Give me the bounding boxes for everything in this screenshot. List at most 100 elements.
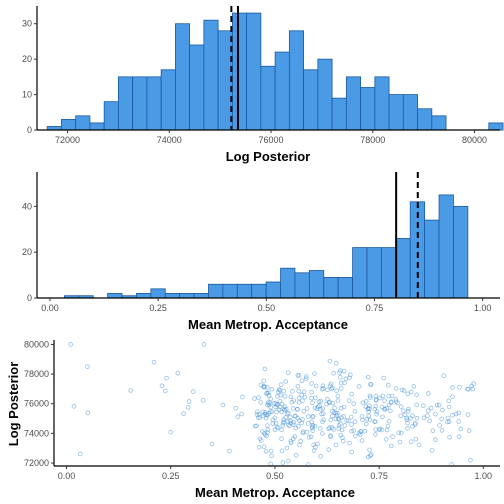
scatter-point — [258, 400, 264, 405]
scatter-point — [305, 421, 311, 426]
scatter-point — [397, 439, 403, 445]
scatter-point — [368, 382, 374, 387]
scatter-point — [290, 436, 296, 442]
histogram-bar — [89, 122, 105, 131]
histogram-bar — [402, 94, 418, 131]
p2-x-ticks: 0.00 0.25 0.50 0.75 1.00 — [41, 298, 491, 313]
scatter-point — [305, 414, 311, 419]
scatter-point — [309, 389, 314, 395]
scatter-point — [275, 389, 281, 395]
scatter-point — [275, 401, 281, 407]
histogram-bar — [174, 23, 191, 131]
scatter-point — [363, 399, 369, 404]
histogram-bar — [107, 293, 123, 299]
scatter-point — [337, 370, 342, 375]
scatter-point — [458, 426, 464, 432]
y-tick-label: 30 — [22, 19, 32, 29]
scatter-point — [447, 434, 452, 440]
scatter-point — [71, 404, 77, 409]
scatter-point — [293, 413, 298, 419]
scatter-point — [380, 414, 385, 420]
histogram-bar — [136, 293, 152, 299]
histogram-bar — [208, 283, 224, 299]
scatter-point — [240, 394, 245, 400]
p2-reference-lines — [395, 172, 419, 298]
scatter-point — [268, 409, 273, 415]
scatter-point — [373, 432, 378, 437]
scatter-point — [290, 389, 295, 394]
scatter-point — [421, 415, 427, 421]
scatter-point — [333, 442, 339, 448]
histogram-bar — [160, 69, 176, 131]
scatter-point — [450, 412, 455, 418]
x-tick-label: 0.00 — [41, 303, 59, 313]
scatter-point — [296, 400, 302, 405]
scatter-point — [335, 398, 341, 403]
scatter-point — [318, 426, 323, 431]
p1-bars — [46, 12, 504, 131]
x-tick-label: 76000 — [259, 135, 284, 145]
scatter-point — [320, 383, 326, 389]
scatter-point — [283, 406, 289, 412]
scatter-point — [257, 415, 263, 420]
scatter-point — [332, 405, 337, 411]
scatter-point — [349, 422, 354, 427]
scatter-point — [367, 417, 373, 422]
scatter-point — [342, 423, 348, 428]
scatter-point — [309, 381, 314, 386]
scatter-point — [181, 411, 186, 416]
scatter-point — [313, 395, 318, 401]
scatter-point — [346, 398, 352, 403]
histogram-bar — [61, 118, 77, 131]
scatter-point — [300, 430, 306, 436]
histogram-bar — [488, 122, 504, 131]
scatter-point — [471, 381, 477, 386]
scatter-point — [446, 398, 452, 404]
scatter-point — [386, 393, 392, 399]
scatter-point — [270, 417, 276, 423]
histogram-bar — [331, 97, 347, 131]
scatter-point — [283, 415, 289, 420]
p2-bars — [63, 194, 469, 299]
scatter-point — [349, 428, 354, 434]
histogram-bar — [424, 219, 440, 299]
histogram-bar — [146, 76, 162, 131]
scatter-point — [352, 408, 358, 414]
scatter-point — [468, 457, 473, 463]
scatter-point — [338, 386, 344, 391]
scatter-point — [345, 418, 351, 424]
x-tick-label: 80000 — [462, 135, 487, 145]
p3-x-ticks: 0.00 0.25 0.50 0.75 1.00 — [58, 466, 492, 481]
scatter-point — [360, 417, 365, 423]
scatter-point — [368, 452, 374, 457]
histogram-bar — [274, 51, 290, 131]
scatter-point — [274, 424, 280, 430]
scatter-point — [85, 364, 90, 369]
scatter-point — [413, 420, 418, 426]
histogram-bar — [438, 194, 454, 299]
histogram-bar — [374, 76, 390, 131]
scatter-point — [341, 404, 347, 410]
p3-y-axis-title: Log Posterior — [6, 362, 21, 447]
scatter-point — [301, 389, 307, 395]
scatter-point — [339, 415, 344, 420]
scatter-point — [340, 438, 346, 444]
scatter-point — [190, 389, 196, 394]
scatter-point — [288, 394, 294, 400]
scatter-point — [288, 418, 293, 424]
scatter-point — [390, 434, 395, 439]
scatter-point — [401, 388, 407, 393]
scatter-point — [450, 385, 455, 390]
scatter-point — [433, 437, 438, 442]
scatter-point — [437, 423, 442, 428]
y-tick-label: 74000 — [24, 428, 49, 438]
scatter-point — [293, 425, 299, 431]
histogram-bar — [380, 247, 397, 299]
scatter-point — [302, 394, 308, 400]
scatter-point — [385, 382, 391, 388]
scatter-point — [411, 384, 417, 389]
histogram-bar — [260, 65, 276, 131]
x-tick-label: 0.50 — [266, 471, 284, 481]
scatter-point — [262, 366, 268, 372]
scatter-point — [288, 414, 293, 420]
